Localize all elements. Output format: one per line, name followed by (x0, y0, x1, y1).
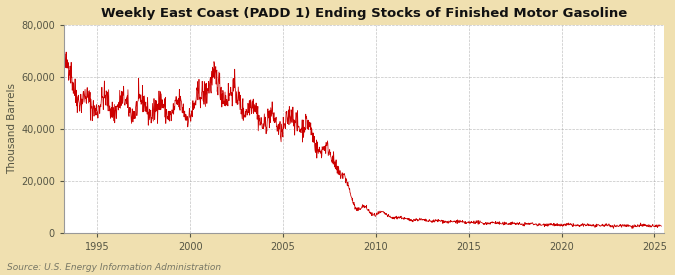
Y-axis label: Thousand Barrels: Thousand Barrels (7, 83, 17, 174)
Text: Source: U.S. Energy Information Administration: Source: U.S. Energy Information Administ… (7, 263, 221, 272)
Title: Weekly East Coast (PADD 1) Ending Stocks of Finished Motor Gasoline: Weekly East Coast (PADD 1) Ending Stocks… (101, 7, 627, 20)
